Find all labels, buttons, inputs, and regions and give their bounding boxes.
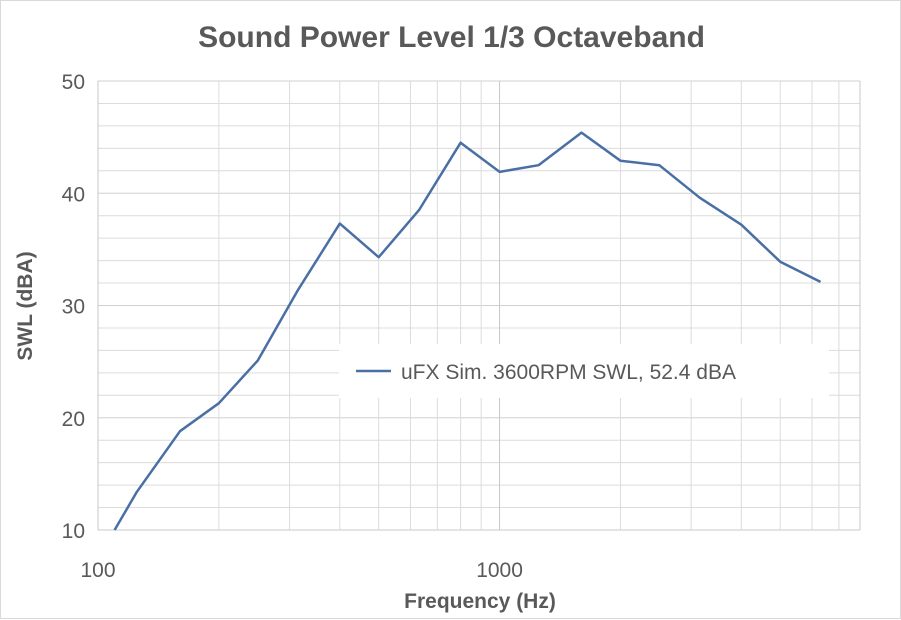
y-tick-labels: 10 20 30 40 50 [62, 71, 85, 543]
series-lines [113, 131, 822, 531]
x-tick-label: 1000 [476, 559, 523, 582]
y-axis-label: SWL (dBA) [14, 251, 37, 360]
series-line [113, 131, 822, 531]
gridlines [97, 80, 861, 531]
chart-title: Sound Power Level 1/3 Octaveband [198, 21, 705, 54]
y-tick-label: 50 [62, 71, 85, 94]
legend-box [339, 344, 829, 398]
y-tick-label: 20 [62, 408, 85, 431]
legend-entry: uFX Sim. 3600RPM SWL, 52.4 dBA [401, 361, 736, 384]
x-tick-labels: 100 1000 [80, 559, 522, 582]
x-tick-label: 100 [80, 559, 115, 582]
x-axis-label: Frequency (Hz) [404, 590, 556, 613]
y-tick-label: 30 [62, 296, 85, 319]
legend: uFX Sim. 3600RPM SWL, 52.4 dBA [339, 344, 829, 398]
y-tick-label: 40 [62, 183, 85, 206]
y-tick-label: 10 [62, 520, 85, 543]
